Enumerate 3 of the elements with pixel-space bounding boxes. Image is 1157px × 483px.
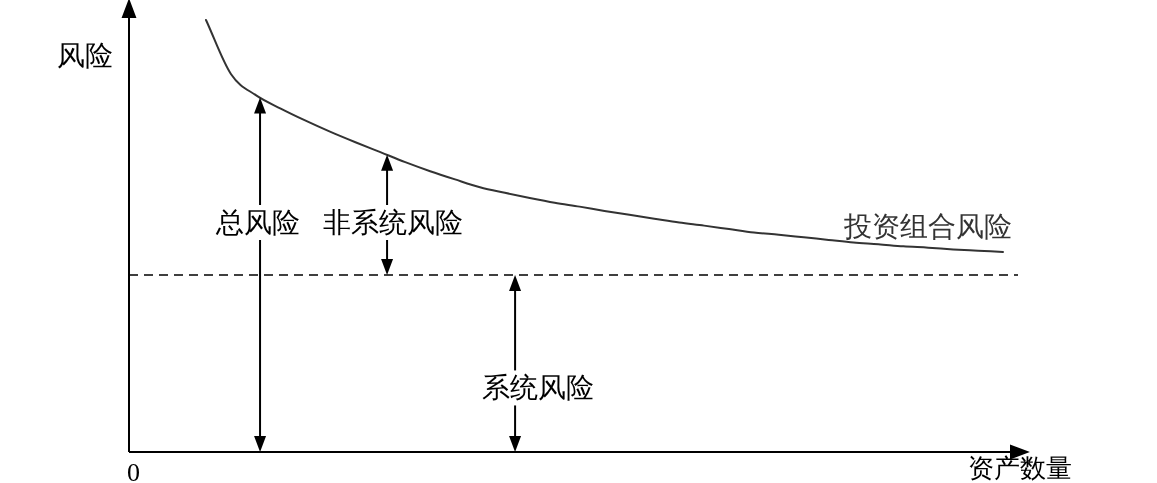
annotation: 0 <box>127 458 140 483</box>
x-axis-title: 资产数量 <box>968 453 1072 483</box>
y-axis-title: 风险 <box>57 40 113 71</box>
